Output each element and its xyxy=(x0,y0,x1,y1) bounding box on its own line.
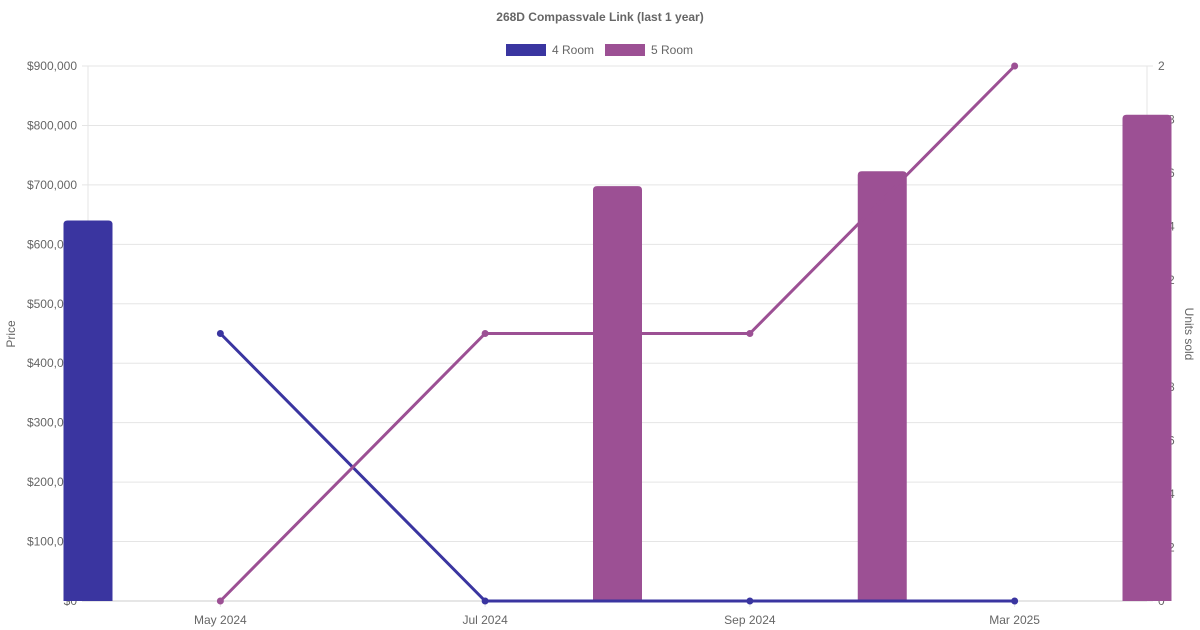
line-point xyxy=(216,330,224,337)
x-tick-label: May 2024 xyxy=(194,613,247,627)
x-tick-label: Mar 2025 xyxy=(989,613,1040,627)
x-axis-ticks: May 2024 Jul 2024 Sep 2024 Mar 2025 xyxy=(194,601,1040,627)
line-point xyxy=(1011,62,1019,70)
legend-swatch-4-room xyxy=(506,44,546,56)
y-left-axis-title: Price xyxy=(4,320,18,348)
bar xyxy=(857,171,907,601)
bars xyxy=(63,114,1172,602)
chart-title: 268D Compassvale Link (last 1 year) xyxy=(496,10,703,24)
y-left-tick-label: $900,000 xyxy=(27,59,77,73)
bar xyxy=(593,186,642,602)
legend-label-5-room: 5 Room xyxy=(651,43,693,57)
bar xyxy=(63,220,113,602)
lines xyxy=(216,62,1019,605)
series-line xyxy=(219,64,1016,603)
legend-label-4-room: 4 Room xyxy=(552,43,594,57)
legend: 4 Room 5 Room xyxy=(506,43,693,57)
line-point xyxy=(481,597,489,605)
line-point xyxy=(746,597,754,605)
line-point xyxy=(1011,597,1019,605)
line-point xyxy=(216,597,224,605)
x-tick-label: Jul 2024 xyxy=(462,613,508,627)
line-point xyxy=(746,330,754,337)
y-right-tick-label: 2 xyxy=(1158,59,1165,73)
y-left-tick-label: $700,000 xyxy=(27,178,77,192)
x-tick-label: Sep 2024 xyxy=(724,613,776,627)
line-point xyxy=(481,330,489,337)
legend-swatch-5-room xyxy=(605,44,645,56)
bar xyxy=(1122,114,1172,601)
y-right-axis-title: Units sold xyxy=(1182,308,1196,361)
y-left-tick-label: $800,000 xyxy=(27,118,77,132)
